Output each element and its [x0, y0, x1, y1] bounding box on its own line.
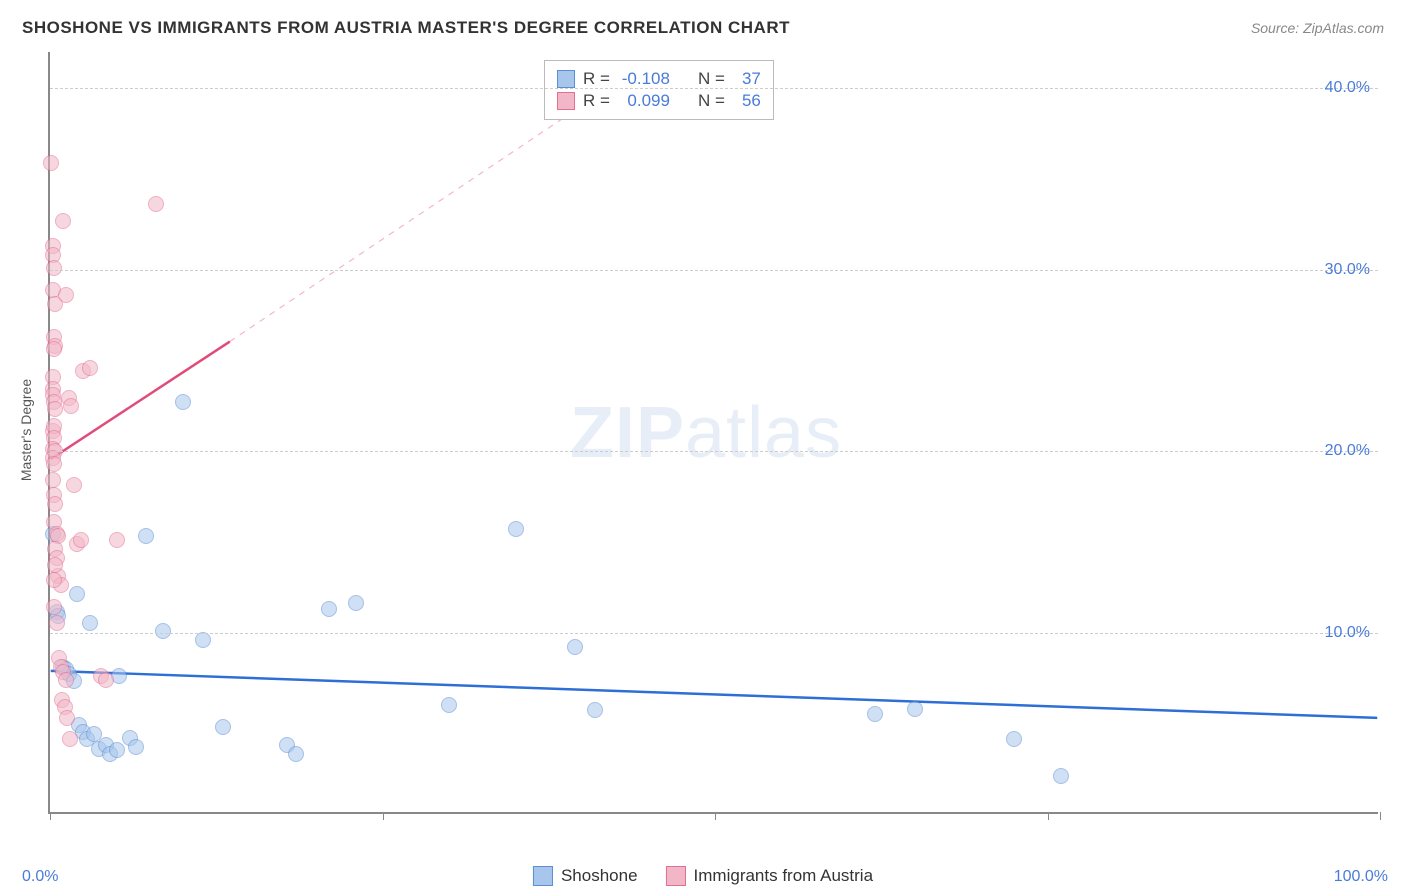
- data-point: [907, 701, 923, 717]
- data-point: [321, 601, 337, 617]
- gridline: [50, 88, 1378, 89]
- legend-label: Immigrants from Austria: [694, 866, 874, 886]
- y-tick-label: 20.0%: [1325, 442, 1370, 460]
- trend-line: [230, 88, 608, 341]
- data-point: [215, 719, 231, 735]
- stats-n-label: N =: [698, 69, 725, 89]
- plot-area: ZIPatlas R =-0.108N =37R =0.099N =56 10.…: [48, 52, 1378, 814]
- stats-r-label: R =: [583, 91, 610, 111]
- data-point: [47, 557, 63, 573]
- data-point: [138, 528, 154, 544]
- data-point: [587, 702, 603, 718]
- x-tick: [50, 812, 51, 820]
- x-tick: [383, 812, 384, 820]
- data-point: [348, 595, 364, 611]
- data-point: [867, 706, 883, 722]
- x-tick-label-min: 0.0%: [22, 868, 58, 886]
- data-point: [46, 599, 62, 615]
- data-point: [98, 672, 114, 688]
- x-tick: [1380, 812, 1381, 820]
- stats-swatch: [557, 92, 575, 110]
- gridline: [50, 270, 1378, 271]
- legend-item: Immigrants from Austria: [666, 866, 874, 886]
- stats-r-value: -0.108: [618, 69, 670, 89]
- source-label: Source: ZipAtlas.com: [1251, 20, 1384, 36]
- gridline: [50, 451, 1378, 452]
- data-point: [155, 623, 171, 639]
- data-point: [46, 341, 62, 357]
- data-point: [58, 287, 74, 303]
- data-point: [55, 213, 71, 229]
- stats-r-label: R =: [583, 69, 610, 89]
- x-tick: [1048, 812, 1049, 820]
- data-point: [59, 710, 75, 726]
- data-point: [175, 394, 191, 410]
- chart-title: SHOSHONE VS IMMIGRANTS FROM AUSTRIA MAST…: [22, 18, 790, 38]
- gridline: [50, 633, 1378, 634]
- data-point: [148, 196, 164, 212]
- stats-row: R = 0.099 N = 56: [557, 91, 761, 111]
- data-point: [195, 632, 211, 648]
- data-point: [1006, 731, 1022, 747]
- data-point: [58, 672, 74, 688]
- stats-r-value: 0.099: [618, 91, 670, 111]
- legend-swatch: [533, 866, 553, 886]
- data-point: [47, 496, 63, 512]
- data-point: [288, 746, 304, 762]
- data-point: [82, 360, 98, 376]
- trendlines-layer: [50, 52, 1378, 812]
- data-point: [46, 456, 62, 472]
- data-point: [109, 532, 125, 548]
- legend-label: Shoshone: [561, 866, 638, 886]
- data-point: [46, 260, 62, 276]
- data-point: [109, 742, 125, 758]
- data-point: [508, 521, 524, 537]
- legend-item: Shoshone: [533, 866, 638, 886]
- data-point: [49, 615, 65, 631]
- stats-swatch: [557, 70, 575, 88]
- legend-swatch: [666, 866, 686, 886]
- data-point: [73, 532, 89, 548]
- data-point: [47, 401, 63, 417]
- data-point: [66, 477, 82, 493]
- stats-box: R = -0.108 N = 37 R = 0.099 N = 56: [544, 60, 774, 120]
- data-point: [69, 586, 85, 602]
- y-tick-label: 10.0%: [1325, 624, 1370, 642]
- stats-n-value: 37: [733, 69, 761, 89]
- data-point: [441, 697, 457, 713]
- y-axis-title: Master's Degree: [18, 379, 34, 481]
- stats-row: R = -0.108 N = 37: [557, 69, 761, 89]
- trend-line: [51, 671, 1378, 718]
- stats-n-label: N =: [698, 91, 725, 111]
- x-tick-label-max: 100.0%: [1334, 868, 1388, 886]
- y-tick-label: 30.0%: [1325, 261, 1370, 279]
- legend: Shoshone Immigrants from Austria: [533, 866, 873, 886]
- data-point: [128, 739, 144, 755]
- data-point: [46, 572, 62, 588]
- data-point: [1053, 768, 1069, 784]
- data-point: [43, 155, 59, 171]
- data-point: [62, 731, 78, 747]
- y-tick-label: 40.0%: [1325, 79, 1370, 97]
- stats-n-value: 56: [733, 91, 761, 111]
- data-point: [82, 615, 98, 631]
- data-point: [63, 398, 79, 414]
- data-point: [567, 639, 583, 655]
- x-tick: [715, 812, 716, 820]
